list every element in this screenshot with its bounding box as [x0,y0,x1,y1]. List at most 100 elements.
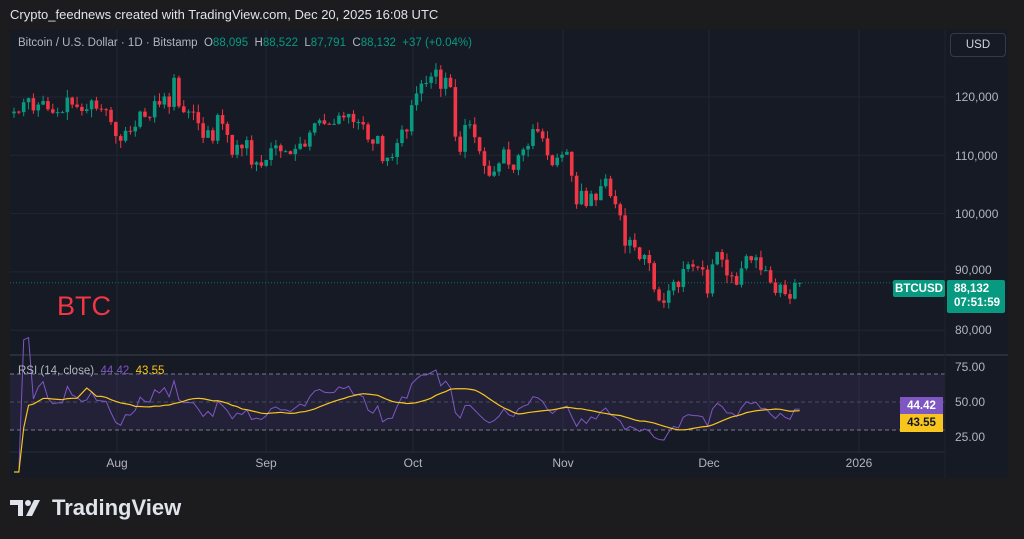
candle-body [705,269,710,294]
candle-body [550,155,555,166]
candle-body [603,178,608,187]
candle-body [497,163,501,172]
candle-body [710,264,715,294]
rsi-ma-line [14,387,800,473]
candle-body [191,111,196,113]
candle-body [545,138,550,156]
candle-body [201,123,205,138]
candle-body [385,157,390,162]
candle-body [41,101,45,105]
rsi-legend-value: 44.42 [100,365,130,377]
candle-body [492,171,496,176]
candle-body [245,140,249,149]
last-price-label: 88,132 07:51:59 [947,280,1005,313]
candle-body [17,111,21,113]
candle-body [642,254,647,260]
candle-body [123,130,128,141]
candle-body [502,149,506,164]
candle-body [555,157,559,166]
candle-body [686,264,690,269]
candle-body [754,257,758,261]
candle-body [114,122,118,137]
candle-body [390,157,395,159]
candle-body [521,149,526,156]
candle-body [797,282,802,284]
candle-body [448,77,453,88]
bar-countdown: 07:51:59 [954,297,1001,309]
candle-body [477,137,482,152]
candle-body [749,256,753,261]
candle-body [773,282,778,293]
btc-annotation[interactable]: BTC [57,291,111,321]
candle-body [734,275,739,285]
candle-body [118,136,123,141]
candle-body [12,111,16,114]
brand-name: TradingView [52,495,182,520]
price-tick: 80,000 [955,323,992,337]
candle-body [375,136,380,144]
candle-body [793,282,797,299]
symbol-price-label: BTCUSD [893,280,945,297]
candle-body [356,122,361,124]
candle-body [700,267,705,270]
candle-body [240,144,244,149]
candle-body [36,104,41,111]
candle-body [594,193,598,201]
candle-body [657,289,661,301]
open-label: O [203,37,213,49]
rsi-ma-value-label: 43.55 [900,414,943,432]
candle-body [633,239,637,248]
candle-body [511,164,516,170]
candle-body [293,148,298,155]
candle-body [337,115,341,124]
candle-body [560,154,564,158]
candle-body [715,252,720,265]
currency-button[interactable]: USD [950,33,1006,57]
candle-body [434,69,438,77]
candle-body [599,186,603,201]
time-tick: 2026 [845,456,873,470]
candle-body [94,100,99,109]
candle-body [759,257,763,271]
candle-body [89,100,94,110]
candle-body [662,300,666,303]
candle-body [298,143,302,149]
low-value: 87,791 [310,37,346,49]
candle-body [346,113,351,118]
candle-body [312,123,317,133]
time-tick: Aug [106,456,128,470]
candle-body [647,254,652,264]
candle-body [589,193,593,207]
rsi-tick: 50.00 [955,395,986,409]
candle-body [768,270,773,283]
low-label: L [304,37,311,49]
symbol-legend: Bitcoin / U.S. Dollar · 1D · Bitstamp O 8… [18,37,472,49]
candle-body [99,108,104,110]
symbol-title: Bitcoin / U.S. Dollar · 1D · Bitstamp [18,37,198,49]
candle-body [21,102,26,113]
rsi-value-label: 44.42 [900,397,943,414]
candle-body [351,113,356,123]
candle-body [70,97,74,105]
candle-body [652,263,656,290]
candle-body [186,111,191,113]
candle-body [419,83,424,94]
candle-body [143,111,147,117]
candle-body [31,98,36,111]
tradingview-logo[interactable]: TradingView [10,495,181,521]
candle-body [65,97,70,113]
candle-body [468,124,472,126]
candle-body [608,178,613,197]
candle-body [308,132,312,147]
rsi-tick: 25.00 [955,430,986,444]
candle-body [666,290,671,303]
candle-body [463,124,467,152]
candle-body [128,130,133,132]
candle-body [317,120,322,124]
candle-body [366,124,370,140]
candle-body [206,130,210,138]
candle-body [138,111,142,127]
candle-body [506,149,511,165]
change-value: +37 (+0.04%) [402,37,472,49]
